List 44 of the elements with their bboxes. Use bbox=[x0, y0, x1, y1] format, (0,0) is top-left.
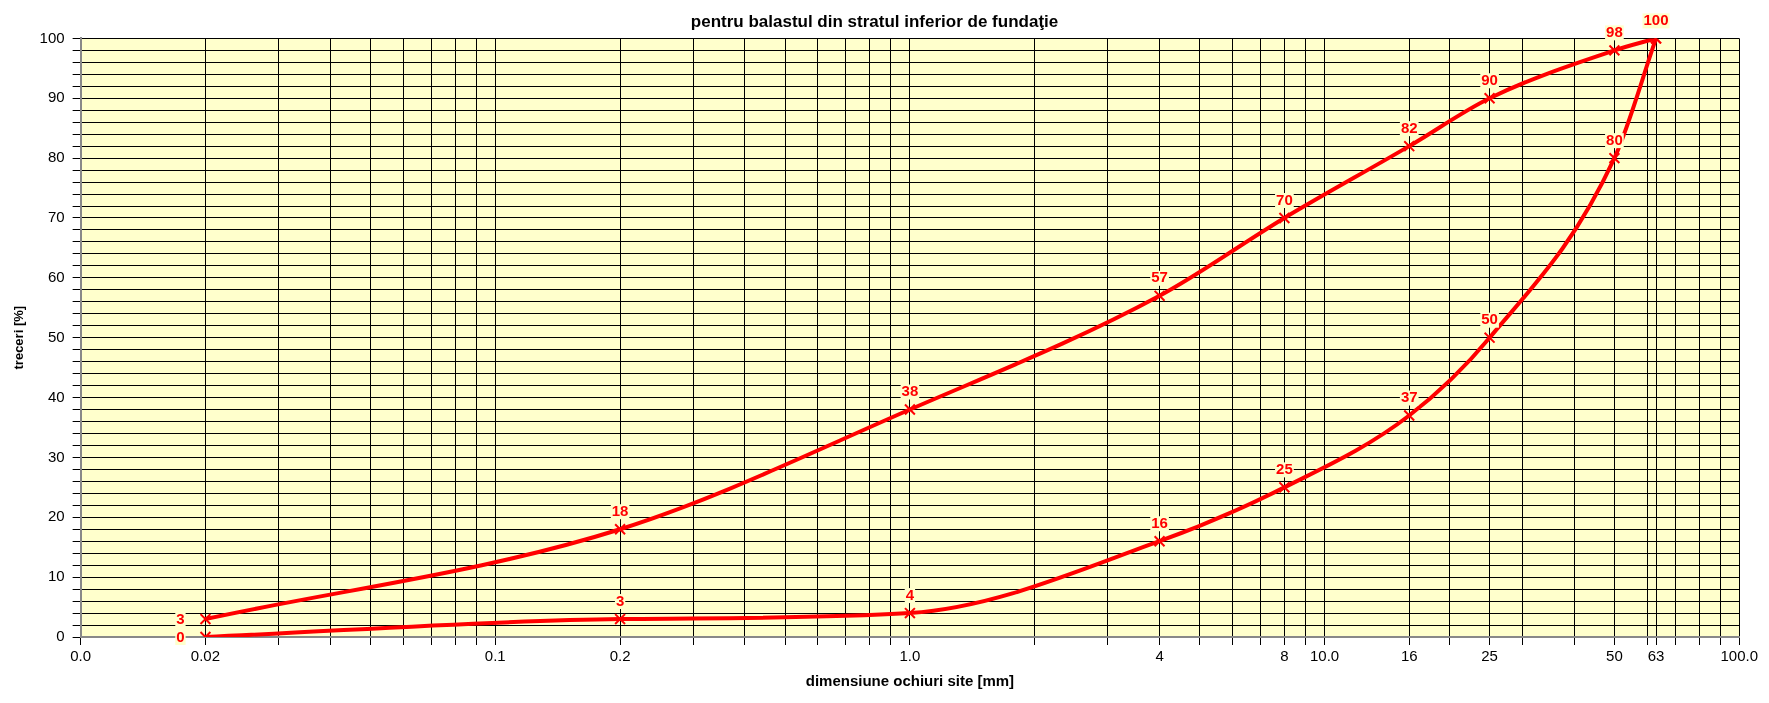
x-tick-label: 0.1 bbox=[484, 647, 506, 665]
chart-title: pentru balastul din stratul inferior de fundaţie bbox=[690, 11, 1059, 31]
data-label: 50 bbox=[1481, 310, 1498, 328]
data-label: 38 bbox=[901, 382, 919, 400]
x-tick-label: 50 bbox=[1606, 647, 1623, 665]
y-tick-label: 80 bbox=[47, 148, 65, 166]
y-tick-label: 40 bbox=[47, 387, 65, 405]
data-label: 0 bbox=[176, 627, 185, 645]
data-label: 82 bbox=[1400, 118, 1418, 136]
y-tick-label: 20 bbox=[47, 507, 65, 525]
data-label: 3 bbox=[615, 591, 625, 609]
y-tick-label: 10 bbox=[47, 567, 65, 585]
x-tick-label: 63 bbox=[1647, 647, 1665, 665]
y-tick-label: 60 bbox=[47, 267, 65, 285]
x-tick-label: 16 bbox=[1400, 647, 1418, 665]
y-tick-label: 30 bbox=[47, 447, 65, 465]
x-tick-label: 10.0 bbox=[1309, 647, 1340, 665]
x-tick-label: 0.0 bbox=[70, 647, 92, 665]
y-tick-label: 90 bbox=[47, 88, 65, 106]
x-tick-label: 0.02 bbox=[190, 647, 221, 665]
x-tick-label: 100.0 bbox=[1720, 647, 1759, 665]
x-tick-label: 25 bbox=[1481, 647, 1498, 665]
data-label: 100 bbox=[1643, 11, 1669, 29]
x-tick-label: 0.2 bbox=[609, 647, 631, 665]
data-label: 4 bbox=[905, 585, 915, 603]
x-axis-title: dimensiune ochiuri site [mm] bbox=[805, 672, 1015, 690]
data-label: 90 bbox=[1481, 70, 1498, 88]
y-tick-label: 70 bbox=[47, 208, 65, 226]
data-label: 3 bbox=[176, 609, 185, 627]
data-label: 57 bbox=[1151, 268, 1168, 286]
data-label: 18 bbox=[611, 501, 629, 519]
x-tick-label: 1.0 bbox=[899, 647, 921, 665]
y-tick-label: 50 bbox=[47, 327, 65, 345]
data-label: 37 bbox=[1400, 388, 1418, 406]
data-label: 70 bbox=[1276, 190, 1293, 208]
y-tick-label: 0 bbox=[56, 627, 65, 645]
x-tick-label: 8 bbox=[1280, 647, 1289, 665]
y-axis-title: treceri [%] bbox=[11, 305, 27, 370]
data-label: 80 bbox=[1606, 130, 1623, 148]
y-tick-label: 100 bbox=[39, 28, 65, 46]
x-tick-label: 4 bbox=[1155, 647, 1164, 665]
data-label: 98 bbox=[1606, 23, 1623, 41]
data-label: 16 bbox=[1151, 513, 1168, 531]
data-label: 25 bbox=[1276, 459, 1293, 477]
